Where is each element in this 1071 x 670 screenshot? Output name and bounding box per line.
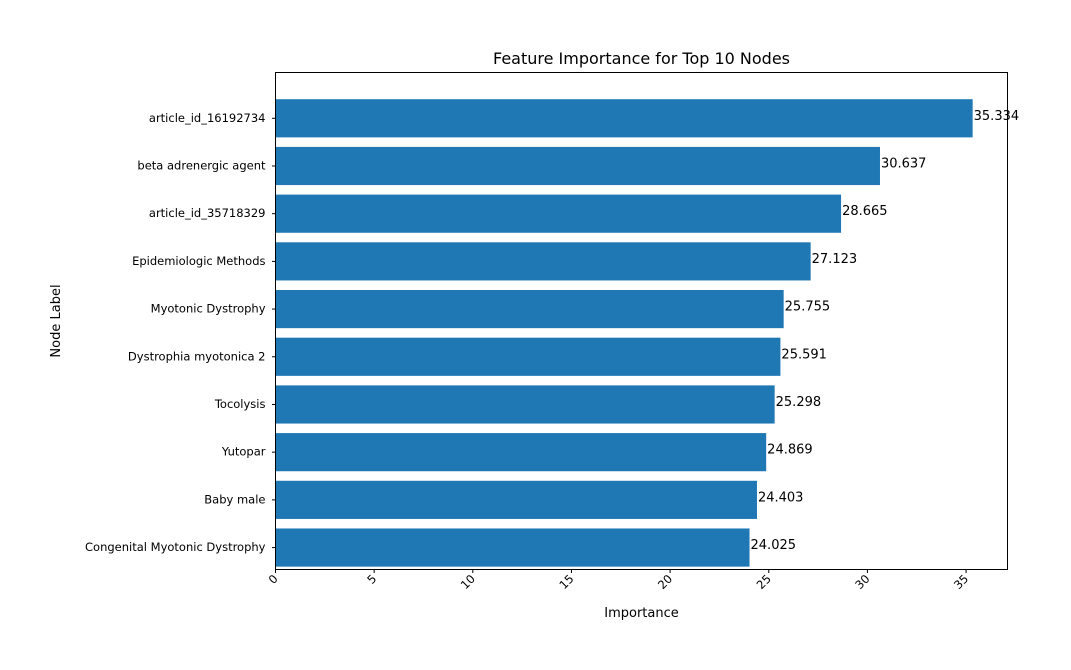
bar-3 (275, 242, 811, 281)
data-label-0: 35.334 (974, 109, 1020, 124)
data-label-3: 27.123 (812, 252, 858, 267)
bar-1 (275, 146, 880, 186)
y-tick-label-9: Congenital Myotonic Dystrophy (85, 540, 266, 554)
data-label-9: 24.025 (751, 538, 797, 553)
bar-7 (275, 433, 767, 472)
y-tick-label-6: Tocolysis (214, 397, 266, 411)
y-tick-label-3: Epidemiologic Methods (132, 254, 265, 268)
bar-6 (275, 385, 775, 424)
x-axis-label: Importance (604, 606, 679, 621)
data-label-5: 25.591 (781, 347, 827, 362)
y-tick-label-4: Myotonic Dystrophy (151, 302, 266, 316)
data-label-4: 25.755 (785, 300, 831, 315)
y-tick-label-0: article_id_16192734 (149, 111, 266, 125)
bars-layer: 35.334 30.637 28.665 27.123 25.755 25.591 25.2… (275, 99, 1020, 567)
y-tick-label-2: article_id_35718329 (149, 206, 266, 220)
chart-title: Feature Importance for Top 10 Nodes (493, 49, 790, 68)
plot-frame (275, 72, 1008, 570)
data-label-6: 25.298 (776, 395, 822, 410)
bar-4 (275, 289, 784, 329)
y-tick-label-8: Baby male (204, 492, 265, 506)
y-tick-label-7: Yutopar (221, 445, 266, 459)
y-tick-label-5: Dystrophia myotonica 2 (128, 349, 266, 363)
data-label-1: 30.637 (881, 156, 927, 171)
bar-9 (275, 528, 750, 567)
bar-8 (275, 480, 757, 519)
bar-5 (275, 337, 781, 376)
data-label-8: 24.403 (758, 490, 804, 505)
data-label-7: 24.869 (767, 443, 813, 458)
bar-0 (275, 99, 973, 138)
y-axis-label: Node Label (49, 284, 64, 357)
y-tick-label-1: beta adrenergic agent (137, 158, 266, 172)
bar-2 (275, 194, 842, 233)
data-label-2: 28.665 (842, 204, 888, 219)
